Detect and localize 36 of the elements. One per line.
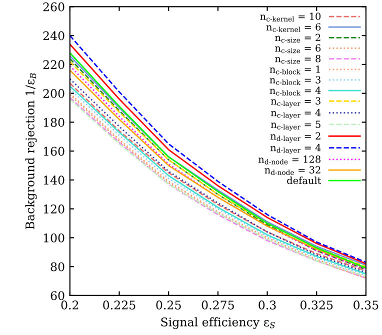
legend-label: n$_{c-size}$ = 2 bbox=[275, 34, 320, 43]
legend-label: n$_{c-kernel}$ = 6 bbox=[266, 23, 321, 32]
x-tick-label: 0.3 bbox=[258, 300, 276, 310]
legend-label: n$_{d-layer}$ = 2 bbox=[270, 132, 320, 142]
y-tick-label: 220 bbox=[43, 60, 64, 70]
x-tick-label: 0.325 bbox=[300, 300, 333, 310]
x-tick-label: 0.25 bbox=[156, 300, 181, 310]
y-tick-label: 260 bbox=[43, 2, 64, 12]
legend-label: default bbox=[287, 176, 322, 184]
y-tick-label: 100 bbox=[44, 233, 64, 242]
legend-label: n$_{d-node}$ = 32 bbox=[264, 166, 320, 175]
legend-label: n$_{c-layer}$ = 4 bbox=[270, 108, 321, 120]
y-tick-label: 160 bbox=[44, 146, 64, 156]
legend-label: n$_{c-size}$ = 8 bbox=[275, 54, 321, 64]
y-axis-title: Background rejection 1/ε$_{B}$ bbox=[25, 73, 37, 230]
y-tick-label: 140 bbox=[44, 176, 64, 185]
x-tick-label: 0.35 bbox=[354, 300, 378, 310]
y-tick-label: 120 bbox=[44, 204, 64, 214]
y-tick-label: 240 bbox=[43, 31, 64, 40]
legend-label: n$_{d-node}$ = 128 bbox=[258, 156, 320, 164]
y-tick-label: 60 bbox=[50, 291, 64, 300]
legend-label: n$_{c-layer}$ = 3 bbox=[270, 97, 320, 108]
x-tick-label: 0.225 bbox=[103, 300, 136, 310]
y-tick-label: 200 bbox=[43, 89, 64, 98]
legend-label: n$_{c-kernel}$ = 10 bbox=[260, 12, 321, 22]
legend-label: n$_{c-layer}$ = 5 bbox=[270, 120, 320, 131]
x-axis-title: Signal efficiency ε$_{S}$ bbox=[161, 317, 275, 329]
x-tick-label: 0.2 bbox=[61, 300, 78, 310]
legend-label: n$_{c-block}$ = 1 bbox=[270, 66, 320, 74]
y-tick-label: 80 bbox=[50, 262, 64, 272]
legend-label: n$_{d-layer}$ = 4 bbox=[270, 144, 321, 154]
legend-label: n$_{c-block}$ = 4 bbox=[270, 86, 321, 96]
y-tick-label: 180 bbox=[44, 118, 64, 127]
x-tick-label: 0.275 bbox=[202, 300, 234, 310]
legend-label: n$_{c-size}$ = 6 bbox=[275, 44, 321, 54]
legend-label: n$_{c-block}$ = 3 bbox=[270, 76, 320, 85]
